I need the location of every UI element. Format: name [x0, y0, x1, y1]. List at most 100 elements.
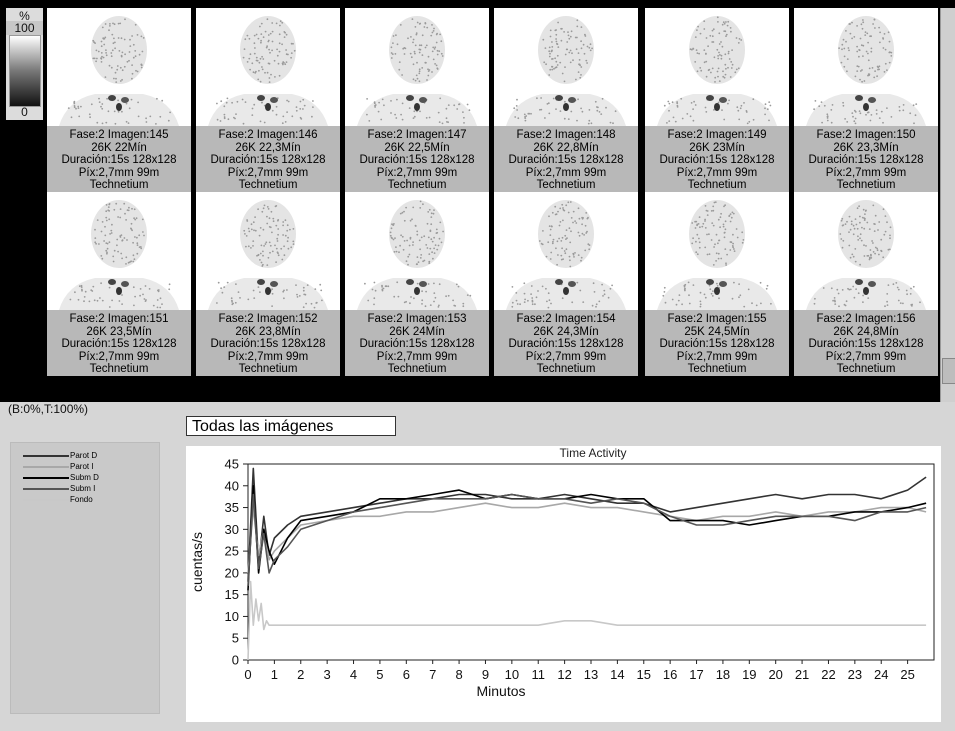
analysis-panel: Todas las imágenes Parot D Parot I Subm D S…: [8, 416, 955, 728]
count-speck: [869, 119, 872, 122]
count-speck: [128, 107, 131, 110]
vertical-scrollbar[interactable]: [940, 8, 955, 402]
count-speck: [727, 50, 730, 53]
count-speck: [573, 256, 575, 258]
count-speck: [381, 289, 384, 292]
legend-item[interactable]: Subm D: [21, 473, 103, 482]
count-speck: [860, 23, 863, 26]
count-speck: [742, 239, 745, 241]
count-speck: [856, 25, 858, 27]
count-speck: [157, 289, 159, 292]
count-speck: [143, 234, 145, 237]
count-speck: [850, 223, 853, 226]
count-speck: [78, 115, 81, 118]
count-speck: [111, 299, 113, 302]
count-speck: [588, 119, 591, 122]
legend-item[interactable]: Parot D: [21, 451, 103, 460]
plot-area: [247, 463, 935, 661]
count-speck: [161, 303, 163, 305]
frame-info-line3: Duración:15s 128x128: [359, 154, 475, 166]
count-speck: [734, 71, 737, 74]
count-speck: [132, 286, 135, 289]
count-speck: [391, 237, 393, 240]
count-speck: [397, 295, 400, 298]
count-speck: [581, 110, 584, 113]
count-speck: [699, 303, 702, 306]
count-speck: [535, 296, 538, 299]
frame-tile[interactable]: Fase:2 Imagen:147 26K 22,5Mín Duración:15s…: [345, 8, 489, 192]
count-speck: [561, 297, 564, 300]
count-speck: [312, 100, 314, 102]
count-speck: [848, 23, 851, 25]
count-speck: [121, 294, 123, 296]
count-speck: [729, 249, 732, 251]
frame-tile[interactable]: Fase:2 Imagen:154 26K 24,3Mín Duración:15s…: [494, 192, 638, 376]
legend-item[interactable]: Parot I: [21, 462, 103, 471]
count-speck: [725, 67, 727, 70]
count-speck: [704, 106, 707, 109]
count-speck: [764, 113, 766, 116]
count-speck: [718, 43, 721, 45]
salivary-hotspot: [270, 281, 278, 287]
count-speck: [890, 55, 893, 57]
count-speck: [453, 104, 456, 107]
legend-item[interactable]: Subm I: [21, 484, 103, 493]
count-speck: [853, 109, 856, 112]
frame-tile[interactable]: Fase:2 Imagen:156 26K 24,8Mín Duración:15s…: [794, 192, 938, 376]
count-speck: [571, 52, 573, 55]
frame-tile[interactable]: Fase:2 Imagen:148 26K 22,8Mín Duración:15s…: [494, 8, 638, 192]
salivary-hotspot: [406, 95, 414, 101]
count-speck: [261, 265, 264, 267]
count-speck: [74, 291, 76, 294]
count-speck: [469, 294, 472, 297]
count-speck: [556, 240, 559, 243]
count-speck: [586, 230, 588, 233]
count-speck: [256, 59, 259, 62]
count-speck: [105, 249, 108, 252]
frame-tile[interactable]: Fase:2 Imagen:149 26K 23Mín Duración:15s 1…: [645, 8, 789, 192]
count-speck: [859, 78, 861, 81]
frame-tile[interactable]: Fase:2 Imagen:151 26K 23,5Mín Duración:15s…: [47, 192, 191, 376]
count-speck: [668, 102, 671, 105]
count-speck: [570, 230, 572, 233]
count-speck: [688, 302, 691, 305]
count-speck: [865, 209, 867, 212]
scrollbar-thumb[interactable]: [942, 358, 955, 384]
count-speck: [699, 291, 702, 294]
count-speck: [92, 57, 95, 60]
frame-tile[interactable]: Fase:2 Imagen:155 25K 24,5Mín Duración:15s…: [645, 192, 789, 376]
count-speck: [725, 35, 727, 37]
count-speck: [857, 65, 860, 68]
frame-tile[interactable]: Fase:2 Imagen:152 26K 23,8Mín Duración:15s…: [196, 192, 340, 376]
count-speck: [575, 78, 577, 81]
count-speck: [547, 241, 550, 244]
frame-info-line3: Duración:15s 128x128: [508, 338, 624, 350]
count-speck: [555, 40, 558, 43]
frame-tile[interactable]: Fase:2 Imagen:153 26K 24Mín Duración:15s 1…: [345, 192, 489, 376]
count-speck: [408, 244, 411, 247]
count-speck: [267, 34, 270, 36]
count-speck: [766, 108, 769, 111]
count-speck: [562, 207, 564, 209]
count-speck: [559, 61, 562, 64]
frame-info-line1: Fase:2 Imagen:155: [667, 313, 767, 325]
count-speck: [466, 294, 469, 296]
count-speck: [565, 204, 568, 207]
scale-gradient-bar[interactable]: [9, 35, 41, 107]
count-speck: [542, 230, 544, 232]
frame-info-line4: Píx:2,7mm 99m: [676, 166, 758, 179]
legend-item[interactable]: Fondo: [21, 495, 103, 504]
count-speck: [748, 120, 751, 123]
count-speck: [126, 239, 128, 241]
frame-tile[interactable]: Fase:2 Imagen:146 26K 22,3Mín Duración:15s…: [196, 8, 340, 192]
count-speck: [125, 120, 128, 123]
count-speck: [614, 110, 617, 113]
frame-tile[interactable]: Fase:2 Imagen:145 26K 22Mín Duración:15s 1…: [47, 8, 191, 192]
count-speck: [841, 289, 844, 291]
count-speck: [101, 221, 104, 223]
image-selector-field[interactable]: Todas las imágenes: [186, 416, 396, 436]
frame-tile[interactable]: Fase:2 Imagen:150 26K 23,3Mín Duración:15s…: [794, 8, 938, 192]
count-speck: [553, 67, 555, 70]
count-speck: [121, 303, 123, 305]
